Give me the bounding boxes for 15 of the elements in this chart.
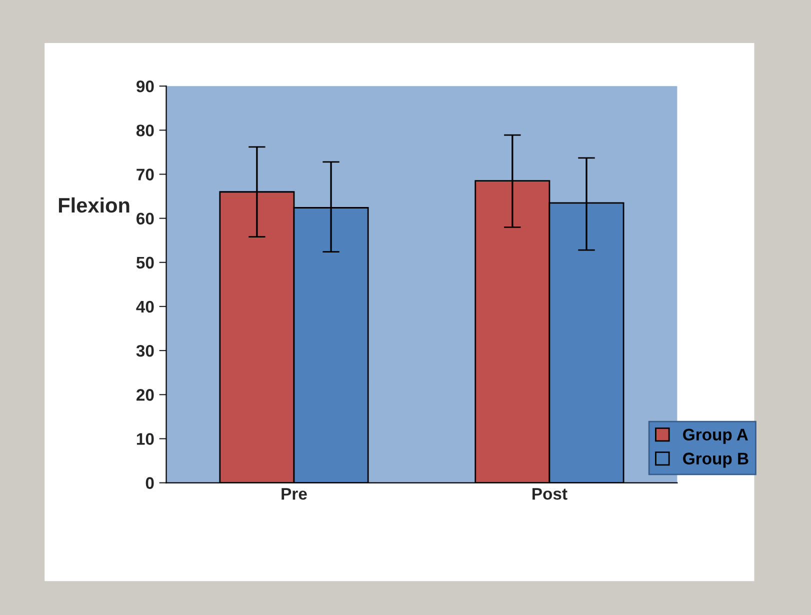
y-tick-label: 0 — [146, 477, 154, 489]
legend-label: Group B — [683, 452, 748, 468]
y-tick-label: 20 — [136, 389, 154, 401]
x-tick-label: Post — [532, 488, 568, 500]
y-tick-label: 10 — [136, 433, 154, 445]
y-tick-label: 70 — [136, 168, 154, 180]
legend-label: Group A — [683, 428, 748, 444]
y-tick-label: 80 — [136, 124, 154, 136]
y-tick-label: 90 — [136, 80, 154, 92]
y-tick-label: 30 — [136, 344, 154, 357]
y-axis-title: Flexion — [58, 197, 130, 213]
y-tick-label: 60 — [136, 212, 154, 225]
y-tick-label: 40 — [136, 300, 154, 313]
x-tick-label: Pre — [282, 488, 307, 500]
y-tick-label: 50 — [136, 256, 154, 269]
